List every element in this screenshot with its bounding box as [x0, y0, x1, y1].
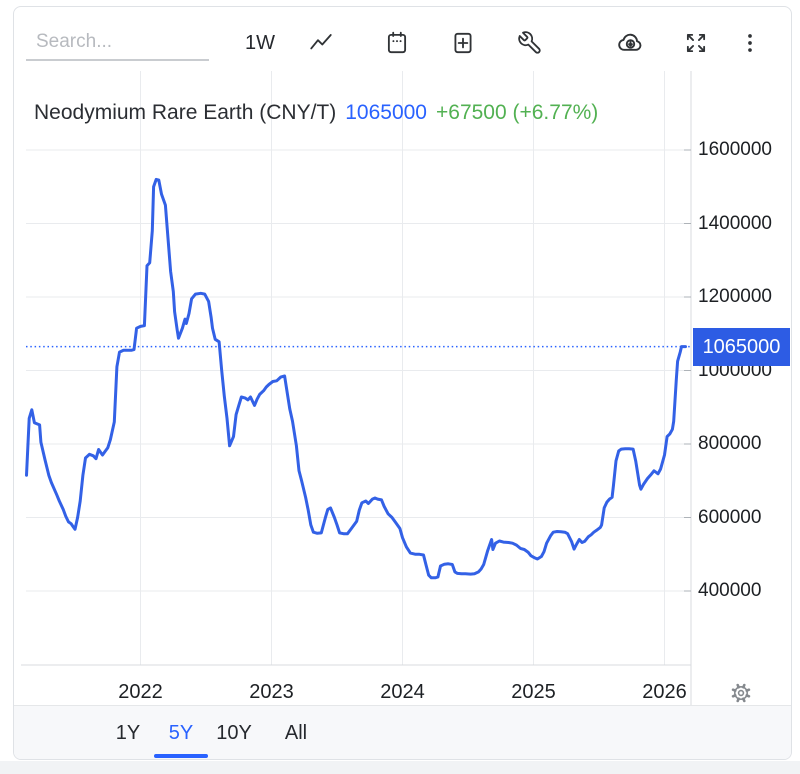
fullscreen-icon [686, 33, 706, 53]
current-price-badge: 1065000 [693, 328, 790, 366]
calendar-button[interactable] [377, 24, 417, 62]
x-axis-label: 2022 [118, 681, 163, 703]
plus-square-icon [454, 32, 472, 54]
price-line-series [25, 177, 687, 580]
cloud-download-icon [617, 33, 641, 51]
x-axis-label: 2026 [642, 681, 687, 703]
range-button-10y[interactable]: 10Y [207, 706, 261, 759]
toolbar: 1W [14, 7, 791, 71]
range-bar: 1Y 5Y 10Y All [14, 705, 791, 759]
page-background-strip [0, 761, 800, 774]
x-axis-label: 2024 [380, 681, 425, 703]
x-axis-label: 2023 [249, 681, 294, 703]
chart-widget-card: 1600000 1400000 1200000 1000000 800000 600000… [13, 6, 792, 760]
gear-icon [731, 683, 751, 703]
chart-type-button[interactable] [301, 24, 341, 62]
download-button[interactable] [610, 24, 650, 62]
more-menu-button[interactable] [730, 24, 770, 62]
interval-button[interactable]: 1W [238, 24, 282, 62]
calendar-icon [387, 31, 407, 54]
chart-plot-area[interactable] [14, 7, 791, 759]
range-button-1y[interactable]: 1Y [101, 706, 155, 759]
tools-button[interactable] [510, 24, 550, 62]
kebab-menu-icon [748, 34, 752, 52]
price-change: +67500 (+6.77%) [436, 101, 599, 124]
x-axis-label: 2025 [511, 681, 556, 703]
fullscreen-button[interactable] [676, 24, 716, 62]
trend-line-icon [310, 34, 332, 50]
last-price: 1065000 [345, 101, 427, 124]
legend: Neodymium Rare Earth (CNY/T) 1065000 +67… [34, 101, 598, 125]
settings-button[interactable] [721, 675, 761, 711]
wrench-icon [518, 31, 541, 54]
add-chart-button[interactable] [443, 24, 483, 62]
active-range-underline [154, 754, 208, 758]
search-input[interactable] [26, 27, 209, 61]
range-button-all[interactable]: All [269, 706, 323, 759]
range-button-5y[interactable]: 5Y [154, 706, 208, 759]
symbol-title: Neodymium Rare Earth (CNY/T) [34, 101, 337, 124]
